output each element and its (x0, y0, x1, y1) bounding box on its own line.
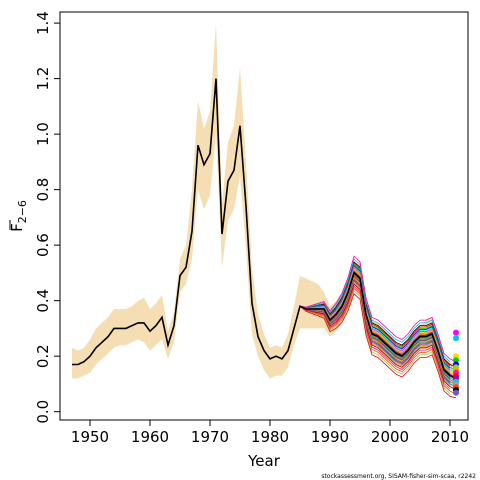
x-tick-label: 1990 (311, 428, 349, 446)
confidence-band (72, 23, 456, 390)
x-tick-label: 2000 (371, 428, 409, 446)
y-tick-label: 1.2 (34, 67, 52, 91)
terminal-point (453, 329, 459, 336)
x-tick-label: 2010 (431, 428, 469, 446)
y-axis: 0.0 0.2 0.4 0.6 0.8 1.0 1.2 1.4 (34, 11, 60, 424)
terminal-point (453, 357, 459, 364)
terminal-point (453, 335, 459, 342)
terminal-points-layer (453, 329, 459, 396)
estimate-line-layer (72, 78, 457, 380)
y-tick-label: 1.4 (34, 11, 52, 35)
terminal-point (453, 353, 459, 360)
x-axis: 1950 1960 1970 1980 1990 2000 2010 (71, 420, 469, 446)
y-axis-title-group: F2−6 (8, 200, 29, 232)
estimate-line (72, 78, 457, 380)
confidence-band-layer (72, 23, 456, 390)
y-axis-title-main: F (8, 223, 26, 232)
y-tick-label: 0.2 (34, 344, 52, 368)
x-axis-title: Year (247, 452, 281, 470)
y-tick-label: 0.8 (34, 178, 52, 202)
x-tick-label: 1950 (71, 428, 109, 446)
y-tick-label: 0.6 (34, 233, 52, 257)
y-axis-title-subscript: 2−6 (16, 200, 29, 223)
y-tick-label: 1.0 (34, 122, 52, 146)
credit-text: stockassessment.org, SISAM-fisher-sim-sc… (321, 473, 476, 480)
x-tick-label: 1970 (191, 428, 229, 446)
x-tick-label: 1960 (131, 428, 169, 446)
y-tick-label: 0.0 (34, 400, 52, 424)
plot-frame (59, 11, 469, 421)
y-tick-label: 0.4 (34, 289, 52, 313)
x-tick-label: 1980 (251, 428, 289, 446)
y-axis-title: F2−6 (8, 200, 29, 232)
terminal-point (453, 389, 459, 396)
